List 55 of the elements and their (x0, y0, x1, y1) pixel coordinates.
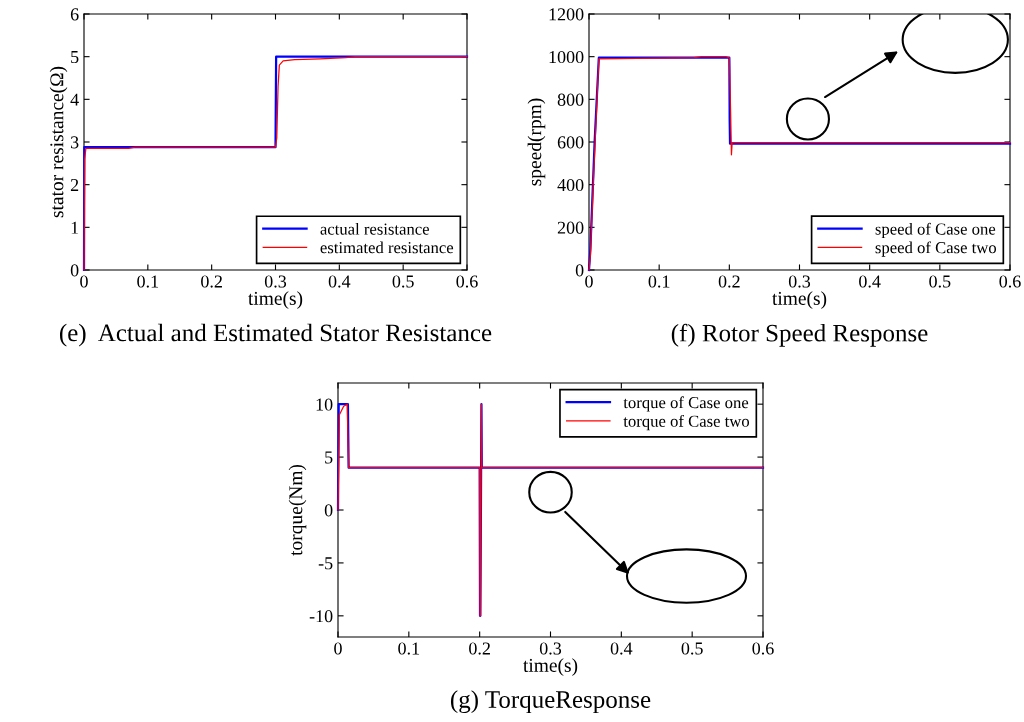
x-tick-label: 0.2 (469, 642, 490, 655)
x-tick-label: 0 (585, 275, 593, 288)
x-tick-label: 0.2 (201, 275, 222, 288)
y-tick-label: 1200 (549, 8, 584, 21)
y-tick-label: 4 (70, 93, 79, 106)
y-tick-label: 10 (316, 398, 333, 411)
y-axis-title: stator resistance(Ω) (49, 66, 68, 218)
x-tick-label: 0.1 (137, 275, 159, 288)
x-axis-title: time(s) (772, 291, 827, 309)
x-tick-label: 0.6 (999, 275, 1021, 288)
x-tick-label: 0.6 (752, 642, 774, 655)
legend-label: speed of Case one (875, 222, 996, 239)
legend-label: estimated resistance (320, 241, 454, 254)
x-tick-label: 0.1 (648, 275, 670, 288)
y-axis-title: torque(Nm) (288, 464, 307, 556)
x-tick-label: 0 (80, 275, 88, 288)
x-axis-title: time(s) (248, 291, 303, 309)
y-tick-label: 800 (557, 93, 584, 106)
y-tick-label: 0 (324, 504, 333, 517)
x-tick-label: 0.3 (788, 275, 811, 288)
x-tick-label: 0.2 (718, 275, 740, 288)
y-tick-label: 1 (71, 221, 79, 234)
x-tick-label: 0.4 (328, 275, 351, 288)
y-tick-label: 200 (557, 221, 584, 234)
x-tick-label: 0.3 (264, 275, 287, 288)
x-tick-label: 0.4 (859, 275, 881, 288)
y-tick-label: 5 (71, 51, 79, 64)
x-tick-label: 0.6 (456, 275, 478, 288)
y-tick-label: -10 (309, 610, 333, 623)
y-tick-label: 6 (70, 8, 79, 21)
y-tick-label: 2 (70, 178, 79, 191)
legend-label: speed of Case two (875, 241, 997, 257)
y-tick-label: 600 (557, 136, 584, 149)
text: (f) Rotor Speed Response (671, 323, 928, 347)
y-tick-label: 1000 (549, 50, 584, 64)
y-tick-label: 3 (70, 136, 79, 149)
x-tick-label: 0.1 (398, 642, 420, 655)
x-axis-title: time(s) (523, 658, 578, 676)
legend-label: torque of Case two (623, 414, 750, 431)
x-tick-label: 0.5 (392, 275, 414, 288)
y-tick-label: 5 (325, 451, 333, 464)
y-tick-label: 400 (557, 178, 584, 192)
text: (g) TorqueResponse (450, 690, 651, 714)
x-tick-label: 0 (334, 642, 342, 655)
y-axis-title: speed(rpm) (527, 98, 546, 186)
legend-label: actual resistance (320, 223, 429, 235)
y-tick-label: 0 (575, 264, 584, 277)
legend-label: torque of Case one (623, 396, 749, 412)
x-tick-label: 0.5 (681, 642, 703, 655)
x-tick-label: 0.3 (539, 642, 562, 655)
y-tick-label: 0 (70, 264, 79, 277)
x-tick-label: 0.5 (929, 275, 951, 288)
x-tick-label: 0.4 (610, 642, 633, 655)
text: (e) Actual and Estimated Stator Resistance (59, 323, 492, 347)
y-tick-label: -5 (318, 557, 333, 570)
